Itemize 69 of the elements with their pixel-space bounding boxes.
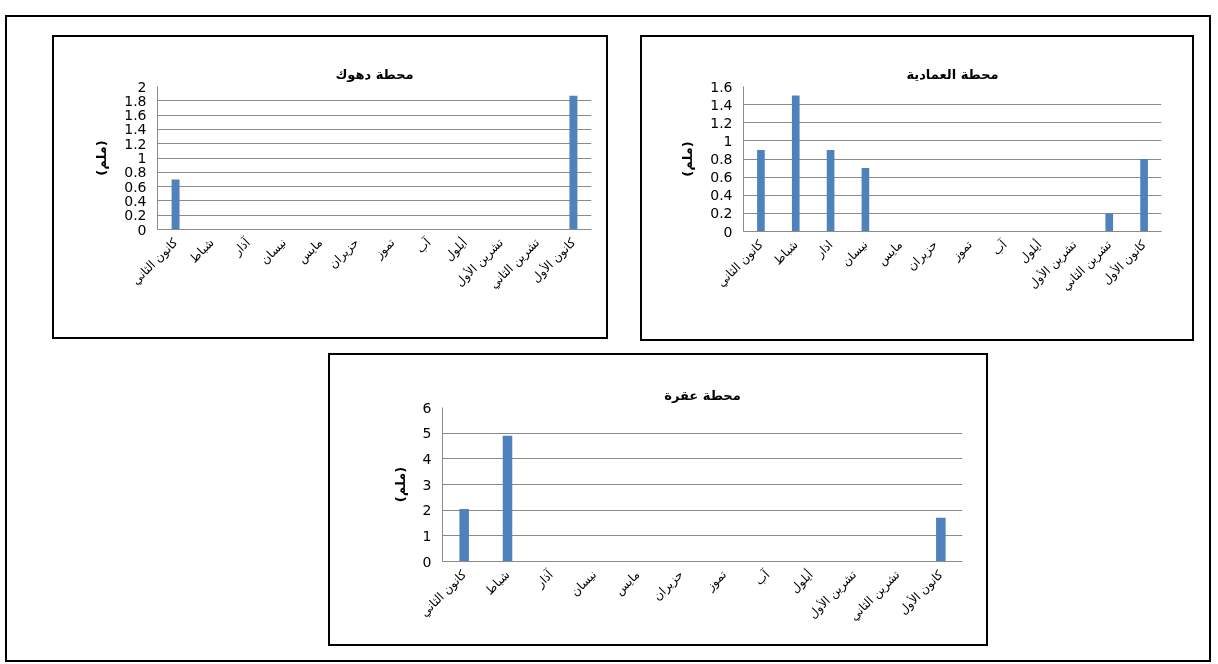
y-tick-label: 1 — [137, 150, 147, 166]
x-tick-label: اذار — [812, 237, 837, 262]
x-tick-label: تموز — [948, 237, 976, 265]
y-axis-title: (ملم) — [392, 466, 408, 503]
x-tick-label: آب — [751, 566, 773, 588]
x-tick-label: مايس — [612, 567, 644, 599]
y-tick-label: 0.2 — [710, 205, 733, 222]
y-tick-label: 0 — [137, 221, 147, 238]
x-tick-label: تموز — [702, 567, 730, 595]
y-tick-label: 3 — [422, 476, 432, 493]
y-tick-label: 0.6 — [124, 178, 147, 195]
x-tick-label: تموز — [371, 235, 399, 263]
x-tick-label: آب — [988, 236, 1011, 258]
bar — [936, 517, 946, 562]
y-tick-label: 0.2 — [124, 207, 147, 224]
x-tick-label: شباط — [770, 237, 801, 268]
y-tick-label: 1.2 — [710, 114, 733, 131]
y-tick-label: 2 — [137, 78, 147, 95]
x-tick-label: كانون الثاني — [417, 567, 471, 620]
x-tick-label: مايس — [874, 237, 906, 269]
x-tick-label: كانون الثاني — [128, 235, 182, 288]
y-tick-label: 1.6 — [710, 78, 733, 95]
x-tick-label: أيلول — [1015, 236, 1046, 267]
bar — [459, 508, 469, 562]
x-tick-label: حزيران — [325, 235, 363, 272]
x-tick-label: آب — [412, 234, 435, 256]
x-tick-label: نيسان — [567, 567, 600, 599]
x-tick-label: حزيران — [650, 567, 687, 604]
y-tick-label: 1 — [723, 132, 733, 149]
y-axis-title: (ملم) — [94, 140, 110, 176]
y-tick-label: 1.4 — [710, 96, 733, 113]
y-tick-label: 1.6 — [124, 107, 147, 124]
bar — [791, 95, 800, 232]
x-tick-label: أيلول — [441, 234, 471, 265]
y-tick-label: 0 — [422, 553, 432, 570]
y-tick-label: 4 — [422, 450, 432, 467]
bar — [1140, 159, 1148, 232]
x-tick-label: شباط — [186, 235, 217, 266]
chart-title: محطة عقرة — [664, 387, 741, 403]
y-tick-label: 0 — [723, 223, 733, 240]
x-tick-label: كانون الثاني — [714, 237, 767, 290]
x-tick-label: أيلول — [787, 566, 817, 597]
x-tick-label: شباط — [482, 567, 513, 598]
x-tick-label: نيسان — [839, 237, 871, 269]
chart-title: محطة دهوك — [335, 66, 414, 82]
x-tick-label: آذار — [531, 566, 557, 592]
x-tick-label: آذار — [228, 234, 255, 260]
bar — [861, 168, 870, 232]
bar — [757, 149, 765, 232]
y-tick-label: 1 — [422, 527, 432, 544]
y-tick-label: 1.4 — [124, 121, 147, 138]
x-tick-label: حزيران — [904, 237, 941, 274]
y-tick-label: 0.8 — [710, 151, 733, 167]
y-tick-label: 6 — [422, 399, 432, 416]
bar — [1105, 213, 1114, 232]
x-tick-label: نيسان — [257, 235, 290, 267]
bar — [502, 435, 513, 562]
y-tick-label: 1.8 — [124, 92, 147, 109]
y-tick-label: 0.8 — [124, 164, 147, 181]
x-tick-label: مايس — [294, 235, 326, 267]
y-tick-label: 1.2 — [124, 135, 147, 152]
y-tick-label: 2 — [422, 502, 432, 519]
y-tick-label: 0.4 — [710, 187, 733, 204]
y-axis-title: (ملم) — [680, 141, 696, 177]
chart-title: محطة العمادية — [906, 66, 999, 82]
bar — [826, 149, 835, 232]
y-tick-label: 0.6 — [710, 169, 733, 186]
y-tick-label: 5 — [422, 425, 432, 442]
y-tick-label: 0.4 — [124, 192, 147, 209]
